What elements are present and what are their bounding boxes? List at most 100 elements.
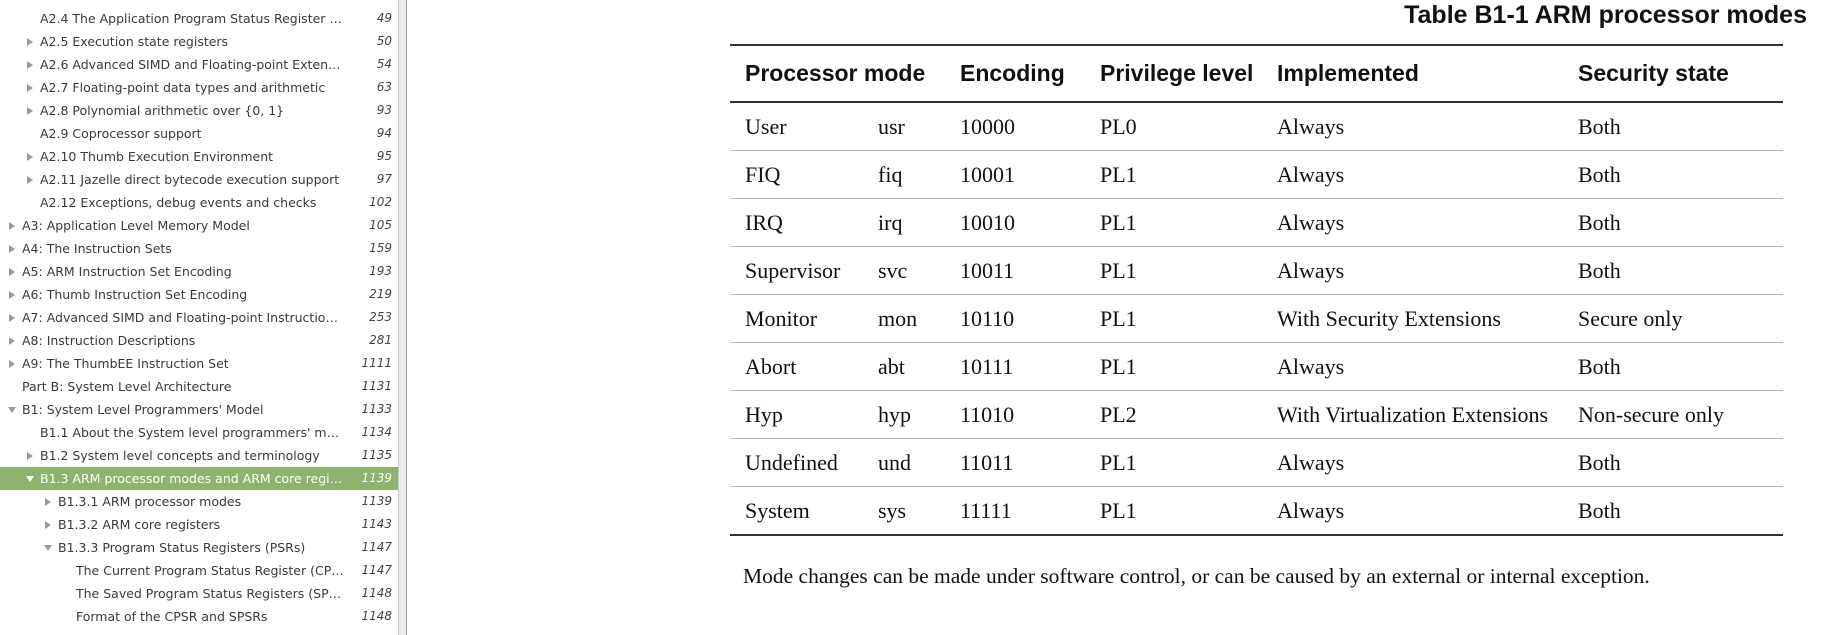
expand-arrow-icon[interactable] xyxy=(25,444,35,467)
toc-item-label: A2.7 Floating-point data types and arith… xyxy=(40,80,326,95)
expand-arrow-icon[interactable] xyxy=(7,260,17,283)
toc-item[interactable]: A2.10 Thumb Execution Environment 95 xyxy=(0,145,398,168)
toc-item-label: A4: The Instruction Sets xyxy=(22,241,172,256)
toc-item[interactable]: A4: The Instruction Sets 159 xyxy=(0,237,398,260)
toc-item-label: B1.1 About the System level programmers'… xyxy=(40,425,346,440)
toc-item[interactable]: B1.3.1 ARM processor modes 1139 xyxy=(0,490,398,513)
cell-encoding: 10011 xyxy=(945,246,1085,295)
cell-privilege-level: PL1 xyxy=(1085,438,1262,487)
toc-sidebar: A2.4 The Application Program Status Regi… xyxy=(0,0,398,635)
toc-item-label: B1: System Level Programmers' Model xyxy=(22,402,264,417)
cell-implemented: Always xyxy=(1262,438,1563,487)
cell-mode-abbrev: und xyxy=(863,438,945,487)
toc-item[interactable]: B1.3.3 Program Status Registers (PSRs) 11… xyxy=(0,536,398,559)
toc-item[interactable]: A2.9 Coprocessor support 94 xyxy=(0,122,398,145)
cell-security-state: Both xyxy=(1563,102,1783,151)
table-row: Undefined und 11011 PL1 Always Both xyxy=(730,438,1783,487)
header-privilege-level: Privilege level xyxy=(1085,44,1262,103)
collapse-arrow-icon[interactable] xyxy=(7,398,17,421)
expand-arrow-icon[interactable] xyxy=(25,30,35,53)
expand-arrow-icon[interactable] xyxy=(7,329,17,352)
toc-item[interactable]: A2.5 Execution state registers 50 xyxy=(0,30,398,53)
toc-item-label: Format of the CPSR and SPSRs xyxy=(76,609,268,624)
expand-arrow-icon[interactable] xyxy=(7,306,17,329)
collapse-arrow-icon[interactable] xyxy=(43,536,53,559)
toc-item[interactable]: A5: ARM Instruction Set Encoding 193 xyxy=(0,260,398,283)
expand-arrow-icon[interactable] xyxy=(7,214,17,237)
toc-item[interactable]: A9: The ThumbEE Instruction Set 1111 xyxy=(0,352,398,375)
toc-item[interactable]: A7: Advanced SIMD and Floating-point Ins… xyxy=(0,306,398,329)
toc-item[interactable]: Part B: System Level Architecture 1131 xyxy=(0,375,398,398)
toc-item[interactable]: A2.4 The Application Program Status Regi… xyxy=(0,7,398,30)
expand-arrow-icon[interactable] xyxy=(25,145,35,168)
cell-mode-abbrev: mon xyxy=(863,294,945,343)
expand-arrow-icon[interactable] xyxy=(25,53,35,76)
toc-item-label: The Current Program Status Register (CPS… xyxy=(76,563,346,578)
cell-encoding: 10001 xyxy=(945,150,1085,199)
toc-item[interactable]: B1: System Level Programmers' Model 1133 xyxy=(0,398,398,421)
expand-arrow-icon[interactable] xyxy=(25,168,35,191)
cell-mode-abbrev: usr xyxy=(863,102,945,151)
toc-item[interactable] xyxy=(0,628,398,635)
collapse-arrow-icon[interactable] xyxy=(25,467,35,490)
toc-item[interactable]: Format of the CPSR and SPSRs 1148 xyxy=(0,605,398,628)
toc-item-page: 253 xyxy=(369,310,392,324)
cell-privilege-level: PL1 xyxy=(1085,294,1262,343)
toc-item[interactable]: B1.3 ARM processor modes and ARM core re… xyxy=(0,467,398,490)
toc-item[interactable]: A3: Application Level Memory Model 105 xyxy=(0,214,398,237)
cell-implemented: Always xyxy=(1262,246,1563,295)
cell-mode-abbrev: irq xyxy=(863,198,945,247)
cell-security-state: Both xyxy=(1563,150,1783,199)
toc-item-page: 94 xyxy=(376,126,392,140)
toc-item-label: B1.3.2 ARM core registers xyxy=(58,517,221,532)
header-security-state: Security state xyxy=(1563,44,1783,103)
toc-item[interactable]: A6: Thumb Instruction Set Encoding 219 xyxy=(0,283,398,306)
toc-item[interactable]: A8: Instruction Descriptions 281 xyxy=(0,329,398,352)
cell-security-state: Both xyxy=(1563,486,1783,536)
toc-item[interactable]: The Saved Program Status Registers (SPSR… xyxy=(0,582,398,605)
expand-arrow-icon[interactable] xyxy=(25,76,35,99)
table-row: IRQ irq 10010 PL1 Always Both xyxy=(730,198,1783,247)
table-caption: Table B1-1 ARM processor modes xyxy=(1404,1,1807,29)
toc-item-page: 50 xyxy=(376,34,392,48)
toc-item-page: 281 xyxy=(369,333,392,347)
pane-divider[interactable] xyxy=(406,0,407,635)
cell-mode-name: Undefined xyxy=(730,438,863,487)
table-header-row: Processor mode Encoding Privilege level … xyxy=(730,44,1783,103)
cell-security-state: Non-secure only xyxy=(1563,390,1783,439)
cell-privilege-level: PL1 xyxy=(1085,342,1262,391)
expand-arrow-icon[interactable] xyxy=(43,490,53,513)
toc-item[interactable]: B1.2 System level concepts and terminolo… xyxy=(0,444,398,467)
cell-security-state: Both xyxy=(1563,246,1783,295)
expand-arrow-icon[interactable] xyxy=(43,513,53,536)
toc-item[interactable]: B1.1 About the System level programmers'… xyxy=(0,421,398,444)
cell-mode-name: System xyxy=(730,486,863,536)
table-row: FIQ fiq 10001 PL1 Always Both xyxy=(730,150,1783,199)
toc-item-label: B1.3.3 Program Status Registers (PSRs) xyxy=(58,540,306,555)
cell-privilege-level: PL1 xyxy=(1085,246,1262,295)
expand-arrow-icon[interactable] xyxy=(7,237,17,260)
toc-item[interactable]: The Current Program Status Register (CPS… xyxy=(0,559,398,582)
toc-item-page: 63 xyxy=(376,80,392,94)
toc-item[interactable]: B1.3.2 ARM core registers 1143 xyxy=(0,513,398,536)
expand-arrow-icon[interactable] xyxy=(7,352,17,375)
toc-item[interactable]: A2.7 Floating-point data types and arith… xyxy=(0,76,398,99)
toc-item[interactable]: A2.11 Jazelle direct bytecode execution … xyxy=(0,168,398,191)
toc-item[interactable]: A2.12 Exceptions, debug events and check… xyxy=(0,191,398,214)
toc-item[interactable]: A2.6 Advanced SIMD and Floating-point Ex… xyxy=(0,53,398,76)
toc-item-page: 1139 xyxy=(361,471,392,485)
cell-privilege-level: PL0 xyxy=(1085,102,1262,151)
toc-item[interactable]: A2.8 Polynomial arithmetic over {0, 1} 93 xyxy=(0,99,398,122)
toc-item-page: 1147 xyxy=(361,563,392,577)
cell-mode-name: User xyxy=(730,102,863,151)
cell-security-state: Both xyxy=(1563,198,1783,247)
expand-arrow-icon[interactable] xyxy=(25,99,35,122)
cell-implemented: Always xyxy=(1262,486,1563,536)
cell-security-state: Secure only xyxy=(1563,294,1783,343)
processor-modes-table: Processor mode Encoding Privilege level … xyxy=(730,44,1783,536)
toc-item[interactable] xyxy=(0,0,398,7)
toc-item-label: A9: The ThumbEE Instruction Set xyxy=(22,356,229,371)
expand-arrow-icon[interactable] xyxy=(7,283,17,306)
toc-item-label: A6: Thumb Instruction Set Encoding xyxy=(22,287,248,302)
toc-item-label: A2.10 Thumb Execution Environment xyxy=(40,149,274,164)
